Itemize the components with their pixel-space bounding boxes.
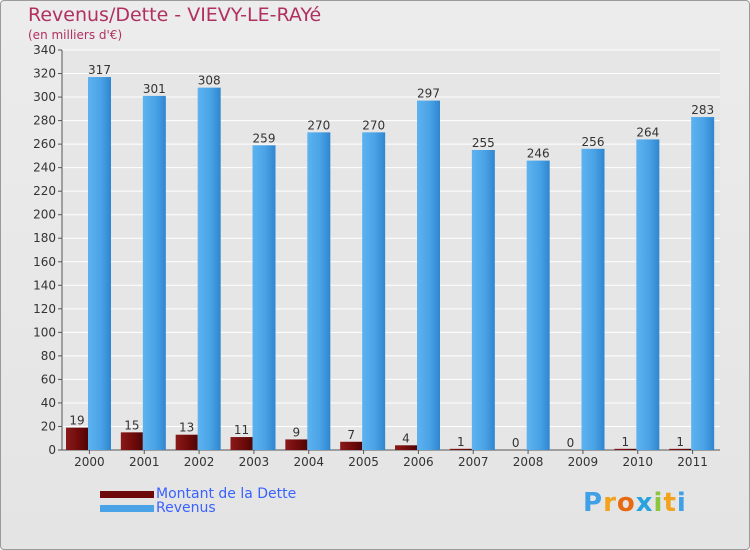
bar-revenus-2005	[362, 132, 386, 450]
data-label-dette-2008: 0	[512, 436, 520, 450]
logo-letter: t	[663, 488, 677, 518]
legend-swatch-revenus	[100, 505, 154, 512]
data-label-revenus-2003: 259	[253, 131, 276, 145]
data-label-revenus-2002: 308	[198, 74, 221, 88]
y-tick-label: 340	[33, 43, 56, 57]
bar-dette-2006	[395, 445, 417, 450]
x-tick-label-2002: 2002	[184, 455, 215, 469]
data-label-revenus-2001: 301	[143, 82, 166, 96]
legend-label-revenus: Revenus	[156, 500, 216, 516]
bar-revenus-2010	[636, 139, 660, 451]
logo-letter: i	[676, 488, 687, 518]
data-label-dette-2003: 11	[234, 423, 249, 437]
grid-lines	[62, 49, 720, 451]
data-label-revenus-2007: 255	[472, 136, 495, 150]
x-tick-label-2008: 2008	[513, 455, 544, 469]
x-tick-label-2006: 2006	[403, 455, 434, 469]
bar-revenus-2003	[252, 145, 276, 450]
bar-revenus-2008	[526, 160, 550, 450]
y-tick-label: 80	[41, 349, 56, 363]
bar-dette-2001	[120, 432, 143, 450]
y-tick-label: 40	[41, 396, 56, 410]
data-label-revenus-2006: 297	[417, 87, 440, 101]
y-tick-label: 320	[33, 67, 56, 81]
bar-revenus-2004	[307, 132, 331, 450]
bar-revenus-2009	[581, 148, 605, 450]
bar-dette-2002	[175, 434, 198, 450]
data-label-revenus-2011: 283	[691, 103, 714, 117]
bar-dette-2011	[669, 448, 692, 450]
x-tick-label-2005: 2005	[348, 455, 379, 469]
x-tick-label-2000: 2000	[74, 455, 105, 469]
x-tick-label-2004: 2004	[293, 455, 324, 469]
chart-title: Revenus/Dette - VIEVY-LE-RAYé	[28, 4, 322, 26]
x-tick-label-2010: 2010	[622, 455, 653, 469]
legend-label-dette: Montant de la Dette	[156, 486, 297, 502]
axes: 0204060801001201401601802002202402602803…	[33, 43, 720, 469]
proxiti-logo: Proxiti	[583, 488, 687, 518]
bar-dette-2004	[285, 439, 308, 450]
bar-revenus-2006	[417, 100, 440, 451]
data-label-dette-2005: 7	[347, 428, 355, 442]
x-tick-label-2003: 2003	[239, 455, 270, 469]
bars	[66, 77, 715, 451]
x-tick-label-2009: 2009	[568, 455, 599, 469]
bar-dette-2005	[340, 441, 363, 450]
data-label-dette-2000: 19	[69, 414, 84, 428]
y-tick-label: 60	[41, 372, 56, 386]
data-label-dette-2006: 4	[402, 431, 410, 445]
data-label-revenus-2010: 264	[636, 125, 659, 139]
bar-revenus-2000	[88, 77, 111, 450]
data-label-revenus-2009: 256	[582, 135, 605, 149]
bar-revenus-2002	[197, 87, 221, 450]
y-tick-label: 160	[33, 255, 56, 269]
plot-area	[62, 50, 720, 450]
y-tick-label: 200	[33, 208, 56, 222]
data-labels: 1931715301133081125992707270429712550246…	[69, 63, 714, 450]
logo-letter: o	[616, 488, 636, 518]
logo-letter: x	[635, 488, 654, 518]
data-label-revenus-2005: 270	[362, 118, 385, 132]
logo-letter: r	[603, 488, 617, 518]
y-tick-label: 240	[33, 161, 56, 175]
data-label-dette-2001: 15	[124, 418, 139, 432]
bar-revenus-2011	[691, 117, 715, 450]
bar-revenus-2001	[142, 95, 166, 450]
y-tick-label: 180	[33, 231, 56, 245]
bar-dette-2007	[449, 448, 472, 450]
y-tick-label: 140	[33, 278, 56, 292]
bar-dette-2010	[614, 448, 637, 450]
x-tick-label-2011: 2011	[677, 455, 708, 469]
y-tick-label: 260	[33, 137, 56, 151]
chart-subtitle: (en milliers d'€)	[28, 28, 123, 42]
data-label-dette-2007: 1	[457, 435, 465, 449]
data-label-revenus-2000: 317	[88, 63, 111, 77]
bar-dette-2000	[66, 427, 88, 450]
bar-dette-2003	[230, 437, 253, 450]
logo-letter: P	[583, 488, 604, 518]
data-label-revenus-2008: 246	[527, 147, 550, 161]
data-label-dette-2011: 1	[676, 435, 684, 449]
data-label-revenus-2004: 270	[307, 118, 330, 132]
y-tick-label: 120	[33, 302, 56, 316]
legend-swatch-dette	[100, 491, 154, 498]
y-tick-label: 300	[33, 90, 56, 104]
data-label-dette-2010: 1	[622, 435, 630, 449]
y-tick-label: 20	[41, 419, 56, 433]
data-label-dette-2009: 0	[567, 436, 575, 450]
y-tick-label: 100	[33, 325, 56, 339]
x-tick-label-2001: 2001	[129, 455, 160, 469]
y-tick-label: 0	[48, 443, 56, 457]
bar-revenus-2007	[471, 150, 495, 450]
x-tick-label-2007: 2007	[458, 455, 489, 469]
data-label-dette-2004: 9	[293, 425, 301, 439]
data-label-dette-2002: 13	[179, 421, 194, 435]
y-tick-label: 220	[33, 184, 56, 198]
logo-letter: i	[653, 488, 664, 518]
y-tick-label: 280	[33, 114, 56, 128]
